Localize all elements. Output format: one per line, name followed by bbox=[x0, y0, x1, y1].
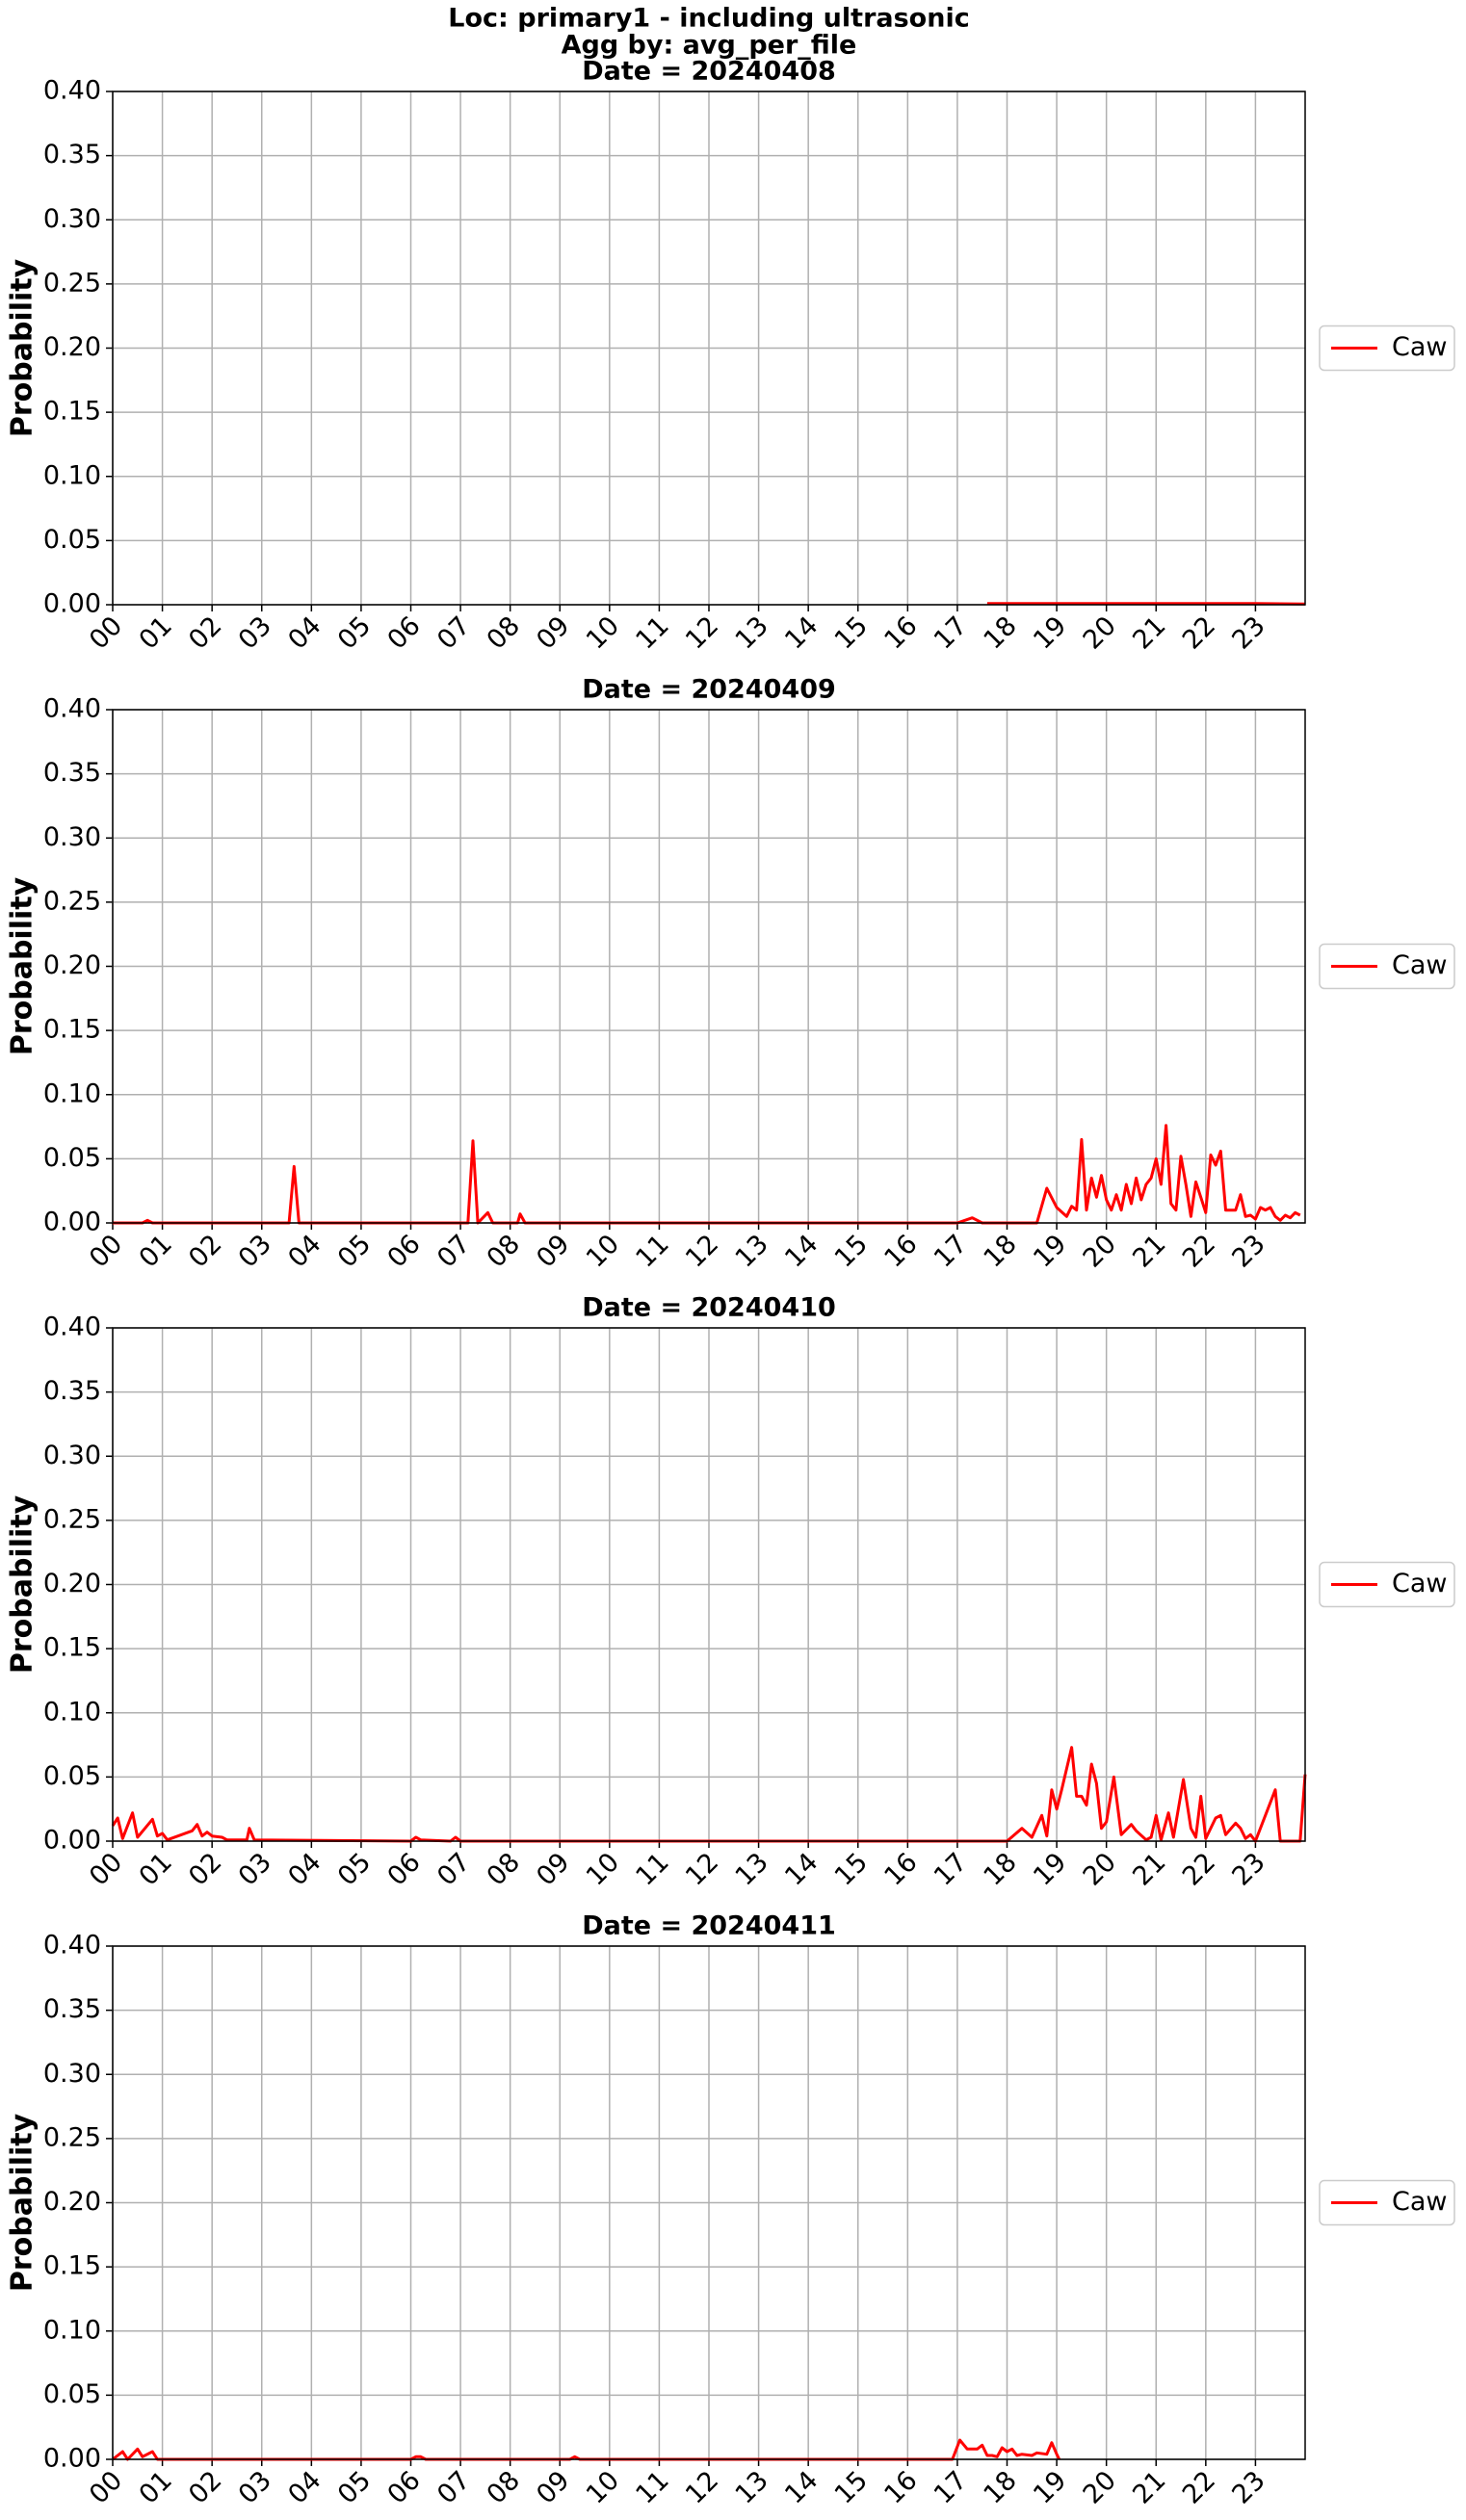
plot-frame bbox=[112, 709, 1306, 1224]
y-tick-label: 0.30 bbox=[43, 1441, 101, 1470]
y-tick-label: 0.35 bbox=[43, 140, 101, 169]
legend-label: Caw bbox=[1392, 950, 1447, 980]
legend-box bbox=[1319, 2179, 1455, 2226]
y-tick-label: 0.20 bbox=[43, 332, 101, 362]
plot-frame bbox=[112, 1327, 1306, 1842]
legend-box bbox=[1319, 325, 1455, 372]
y-tick-label: 0.30 bbox=[43, 822, 101, 852]
chart: Date = 20240409 Probability 0.00 0.05 0.10 0.… bbox=[6, 675, 1455, 1274]
data-line bbox=[112, 2438, 1061, 2461]
y-tick-label: 0.05 bbox=[43, 2379, 101, 2409]
y-tick-label: 0.40 bbox=[43, 1931, 101, 1961]
chart-title: Date = 20240410 bbox=[582, 1293, 836, 1323]
y-tick-label: 0.25 bbox=[43, 886, 101, 916]
y-tick-label: 0.00 bbox=[43, 589, 101, 619]
y-axis-label: Probability bbox=[6, 258, 39, 437]
y-axis-label: Probability bbox=[6, 2113, 39, 2292]
y-tick-label: 0.20 bbox=[43, 950, 101, 980]
y-axis-label: Probability bbox=[6, 876, 39, 1055]
y-tick-label: 0.05 bbox=[43, 1761, 101, 1791]
plot-frame bbox=[112, 1945, 1306, 2460]
y-tick-label: 0.20 bbox=[43, 2187, 101, 2217]
y-tick-label: 0.00 bbox=[43, 1826, 101, 1856]
y-tick-label: 0.15 bbox=[43, 1015, 101, 1045]
y-tick-label: 0.05 bbox=[43, 525, 101, 555]
figure-subtitle: Agg by: avg_per_file bbox=[562, 31, 857, 61]
legend-box bbox=[1319, 1561, 1455, 1608]
y-tick-label: 0.35 bbox=[43, 1994, 101, 2024]
y-tick-label: 0.05 bbox=[43, 1143, 101, 1173]
y-axis-label: Probability bbox=[6, 1494, 39, 1674]
y-tick-label: 0.30 bbox=[43, 2059, 101, 2089]
y-tick-label: 0.35 bbox=[43, 1376, 101, 1406]
y-tick-label: 0.25 bbox=[43, 1504, 101, 1534]
figure-title: Loc: primary1 - including ultrasonic bbox=[448, 4, 969, 34]
chart: Date = 20240410 Probability 0.00 0.05 0.10 0.… bbox=[6, 1293, 1455, 1892]
y-tick-label: 0.30 bbox=[43, 204, 101, 234]
y-tick-label: 0.00 bbox=[43, 2444, 101, 2474]
y-tick-label: 0.10 bbox=[43, 1697, 101, 1727]
legend-label: Caw bbox=[1392, 2187, 1447, 2217]
chart-title: Date = 20240408 bbox=[582, 57, 836, 87]
chart-title: Date = 20240409 bbox=[582, 675, 836, 705]
y-tick-label: 0.40 bbox=[43, 694, 101, 724]
legend-box bbox=[1319, 943, 1455, 990]
y-tick-label: 0.40 bbox=[43, 76, 101, 106]
y-tick-label: 0.25 bbox=[43, 268, 101, 298]
y-tick-label: 0.15 bbox=[43, 2251, 101, 2281]
y-tick-label: 0.10 bbox=[43, 460, 101, 490]
data-line bbox=[986, 602, 1306, 606]
y-tick-label: 0.00 bbox=[43, 1208, 101, 1237]
legend-label: Caw bbox=[1392, 1569, 1447, 1598]
chart-title: Date = 20240411 bbox=[582, 1911, 836, 1941]
legend-label: Caw bbox=[1392, 332, 1447, 362]
y-tick-label: 0.25 bbox=[43, 2122, 101, 2152]
plot-frame bbox=[112, 91, 1306, 606]
y-tick-label: 0.20 bbox=[43, 1569, 101, 1598]
data-line bbox=[111, 1746, 1307, 1843]
y-tick-label: 0.40 bbox=[43, 1312, 101, 1342]
y-tick-label: 0.15 bbox=[43, 397, 101, 427]
y-tick-label: 0.35 bbox=[43, 758, 101, 788]
y-tick-label: 0.10 bbox=[43, 2315, 101, 2345]
y-tick-label: 0.10 bbox=[43, 1078, 101, 1108]
y-tick-label: 0.15 bbox=[43, 1633, 101, 1663]
